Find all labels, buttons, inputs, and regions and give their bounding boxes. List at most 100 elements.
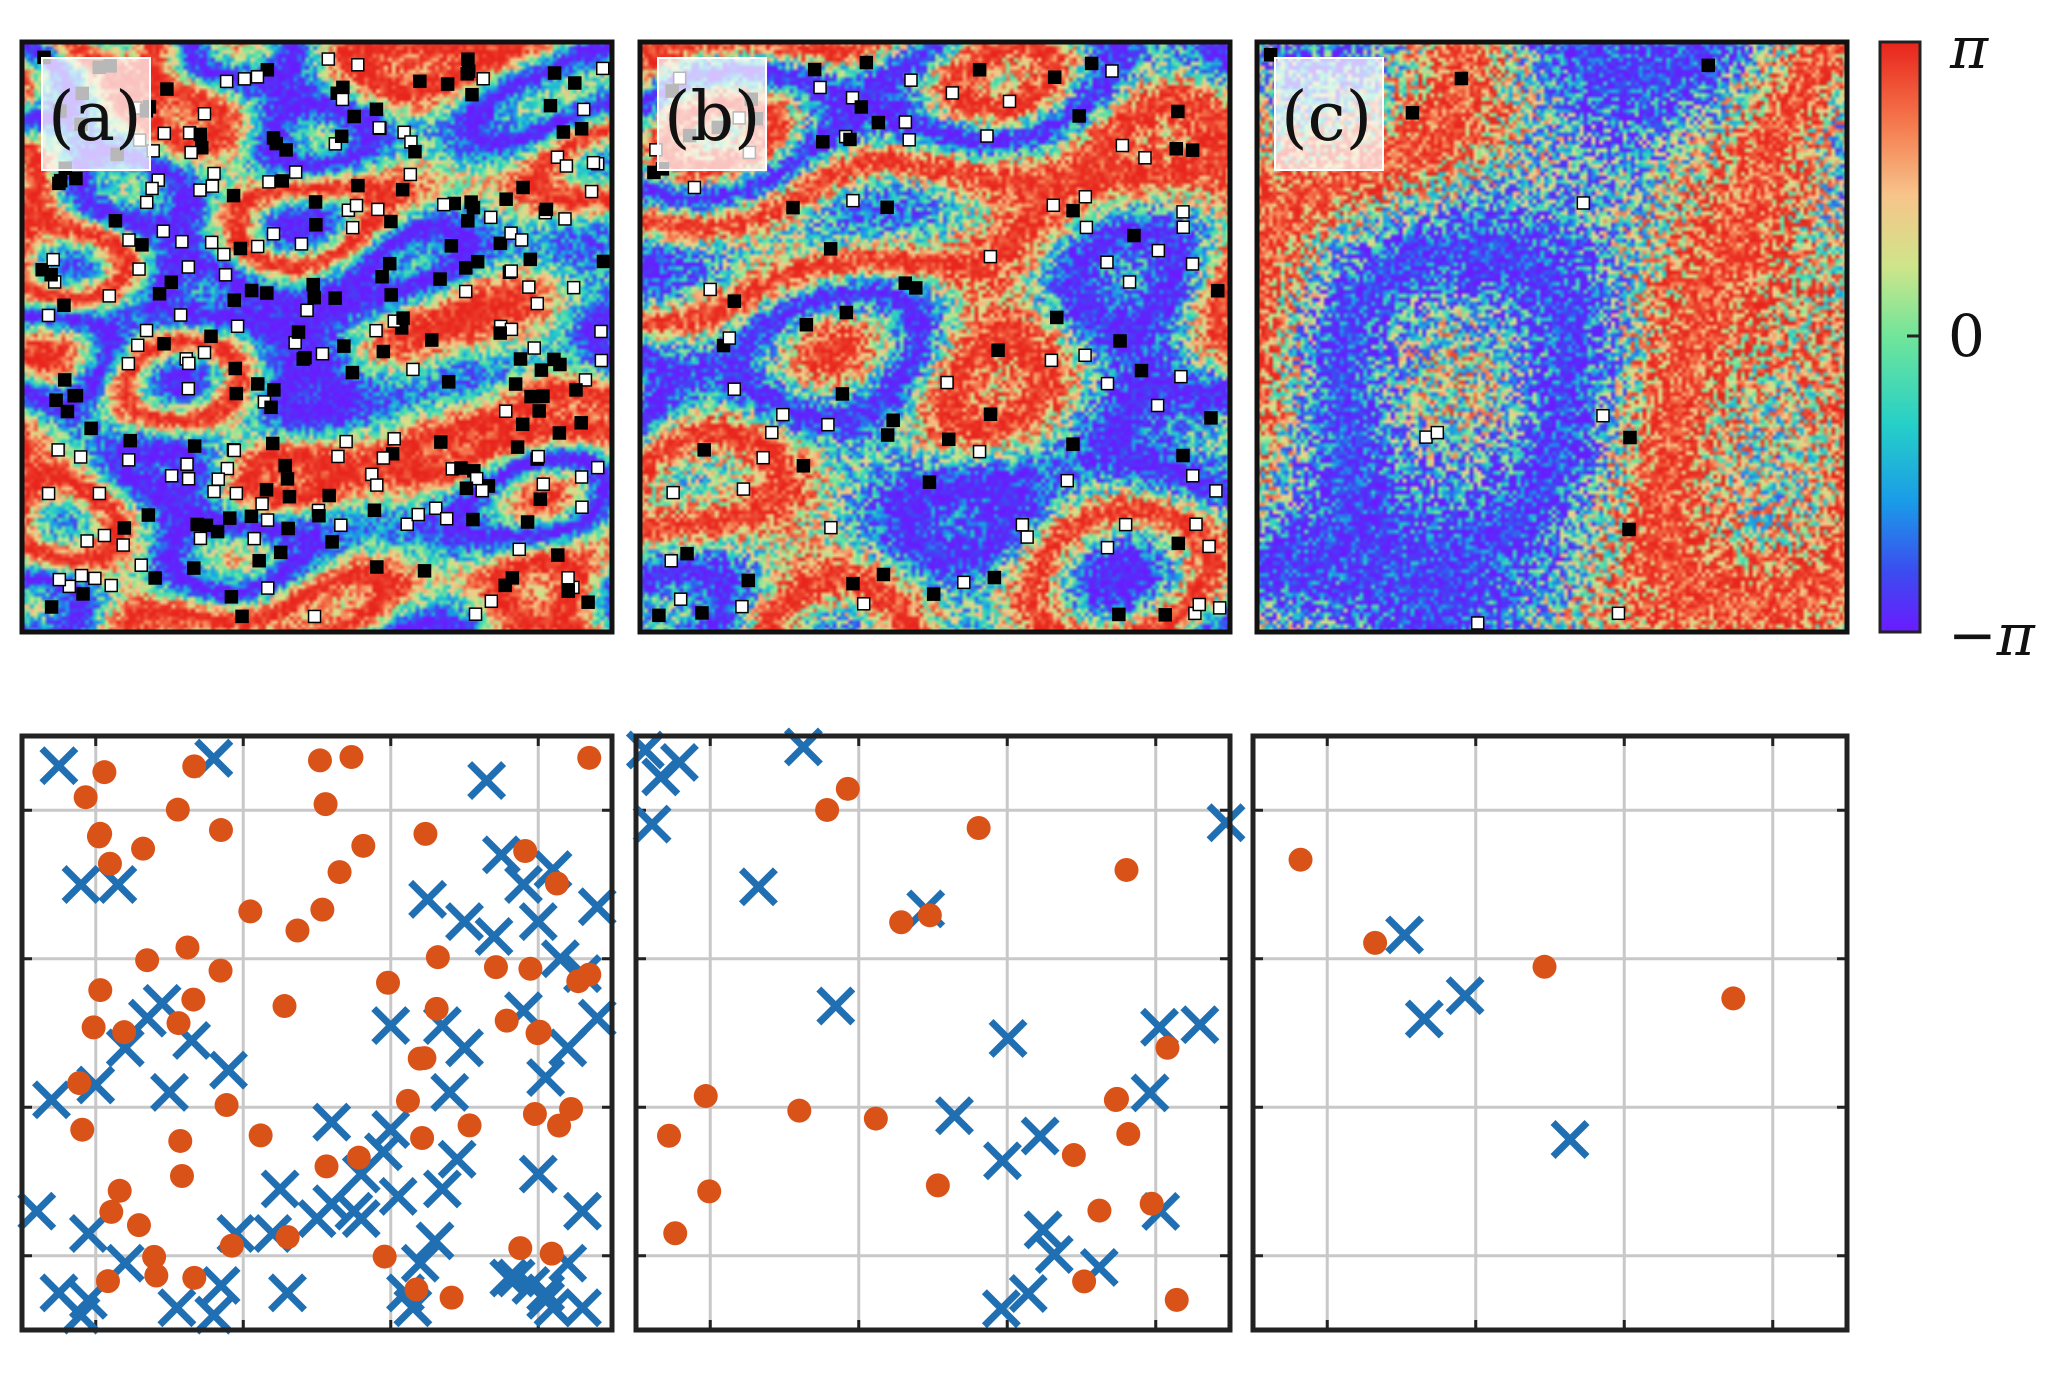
vortex-cross-point bbox=[150, 1072, 189, 1112]
vortex-cross-point bbox=[467, 761, 507, 801]
antivortex-dot-point bbox=[863, 1106, 888, 1131]
vortex-marker bbox=[1701, 58, 1716, 73]
vortex-cross-point bbox=[260, 1169, 300, 1209]
panel-label: (b) bbox=[664, 78, 761, 157]
panel-label-box bbox=[1274, 57, 1384, 171]
antivortex-marker bbox=[1100, 540, 1115, 555]
antivortex-dot-point bbox=[73, 785, 98, 810]
antivortex-dot-point bbox=[169, 1164, 194, 1189]
vortex-marker bbox=[532, 404, 546, 418]
antivortex-marker bbox=[765, 425, 779, 440]
vortex-marker bbox=[1066, 203, 1080, 218]
antivortex-marker bbox=[351, 58, 365, 72]
antivortex-marker bbox=[400, 517, 414, 531]
vortex-cross-point bbox=[641, 757, 681, 797]
antivortex-marker bbox=[1611, 606, 1626, 621]
antivortex-marker bbox=[372, 120, 386, 135]
antivortex-marker bbox=[204, 235, 219, 250]
vortex-marker bbox=[224, 590, 239, 604]
antivortex-dot-point bbox=[547, 1113, 572, 1138]
antivortex-dot-point bbox=[494, 1008, 519, 1033]
vortex-cross-point bbox=[481, 835, 521, 875]
vortex-cross-point bbox=[1023, 1210, 1063, 1250]
antivortex-marker bbox=[164, 469, 179, 483]
antivortex-marker bbox=[673, 592, 688, 606]
vortex-cross-point bbox=[445, 1028, 484, 1068]
colorbar-min-label: −π bbox=[1948, 601, 2036, 669]
antivortex-marker bbox=[46, 252, 60, 267]
antivortex-dot-point bbox=[181, 987, 206, 1012]
panel-frame bbox=[19, 39, 615, 635]
vortex-cross-point bbox=[548, 1028, 588, 1068]
vortex-marker bbox=[697, 443, 711, 457]
antivortex-marker bbox=[227, 443, 242, 458]
vortex-marker bbox=[652, 608, 666, 623]
vortex-cross-point bbox=[1020, 1116, 1060, 1156]
antivortex-marker bbox=[776, 407, 790, 422]
antivortex-marker bbox=[1100, 255, 1114, 269]
antivortex-marker bbox=[558, 212, 572, 226]
vortex-marker bbox=[187, 561, 201, 575]
antivortex-marker bbox=[504, 264, 519, 278]
vortex-cross-point bbox=[68, 1213, 108, 1253]
antivortex-marker bbox=[197, 345, 212, 360]
antivortex-dot-point bbox=[112, 1020, 137, 1045]
antivortex-marker bbox=[62, 579, 77, 594]
vortex-marker bbox=[275, 174, 290, 188]
antivortex-dot-point bbox=[92, 760, 117, 785]
axes-frame bbox=[19, 733, 615, 1333]
vortex-marker bbox=[926, 587, 941, 601]
vortex-marker bbox=[57, 298, 71, 313]
antivortex-marker bbox=[983, 249, 998, 264]
vortex-cross-point bbox=[415, 1221, 455, 1261]
antivortex-marker bbox=[846, 193, 860, 208]
antivortex-marker bbox=[898, 115, 913, 129]
vortex-cross-point bbox=[1385, 915, 1425, 955]
vortex-marker bbox=[1210, 283, 1225, 298]
antivortex-dot-point bbox=[314, 1154, 339, 1179]
vortex-marker bbox=[325, 535, 339, 549]
vortex-cross-point bbox=[988, 1018, 1028, 1058]
antivortex-dot-point bbox=[81, 1015, 106, 1040]
antivortex-marker bbox=[184, 145, 198, 160]
vortex-marker bbox=[516, 180, 530, 195]
vortex-marker bbox=[309, 218, 323, 232]
vortex-marker bbox=[807, 62, 822, 77]
vortex-marker bbox=[859, 55, 874, 70]
vortex-marker bbox=[135, 238, 149, 252]
vortex-marker bbox=[574, 416, 588, 430]
vortex-cross-point bbox=[540, 939, 580, 979]
antivortex-marker bbox=[504, 322, 519, 337]
heatmap-panel-3: (c) bbox=[1254, 39, 1850, 635]
vortex-cross-point bbox=[157, 1288, 197, 1328]
vortex-marker bbox=[1454, 71, 1469, 86]
antivortex-marker bbox=[116, 538, 130, 552]
antivortex-dot-point bbox=[168, 1128, 193, 1153]
vortex-marker bbox=[1066, 437, 1080, 451]
panel-label-box bbox=[657, 57, 767, 171]
vortex-marker bbox=[307, 290, 322, 305]
antivortex-dot-point bbox=[135, 948, 160, 973]
vortex-marker bbox=[1158, 608, 1173, 622]
vortex-marker bbox=[296, 352, 310, 366]
antivortex-marker bbox=[530, 296, 545, 311]
vortex-marker bbox=[839, 305, 854, 320]
vortex-marker bbox=[52, 176, 66, 191]
antivortex-dot-point bbox=[966, 815, 991, 840]
antivortex-dot-point bbox=[166, 1011, 191, 1036]
antivortex-marker bbox=[439, 511, 454, 526]
scatter-panel-3 bbox=[1250, 733, 1850, 1333]
vortex-marker bbox=[880, 200, 894, 215]
vortex-marker bbox=[280, 472, 295, 486]
antivortex-marker bbox=[945, 86, 960, 100]
antivortex-marker bbox=[824, 520, 838, 535]
antivortex-marker bbox=[387, 432, 401, 446]
antivortex-marker bbox=[260, 581, 275, 595]
antivortex-marker bbox=[1151, 243, 1166, 258]
vortex-marker bbox=[164, 275, 179, 290]
antivortex-marker bbox=[531, 449, 545, 464]
antivortex-marker bbox=[1185, 257, 1200, 271]
vortex-marker bbox=[547, 352, 561, 367]
antivortex-dot-point bbox=[310, 897, 335, 922]
vortex-marker bbox=[384, 288, 398, 302]
